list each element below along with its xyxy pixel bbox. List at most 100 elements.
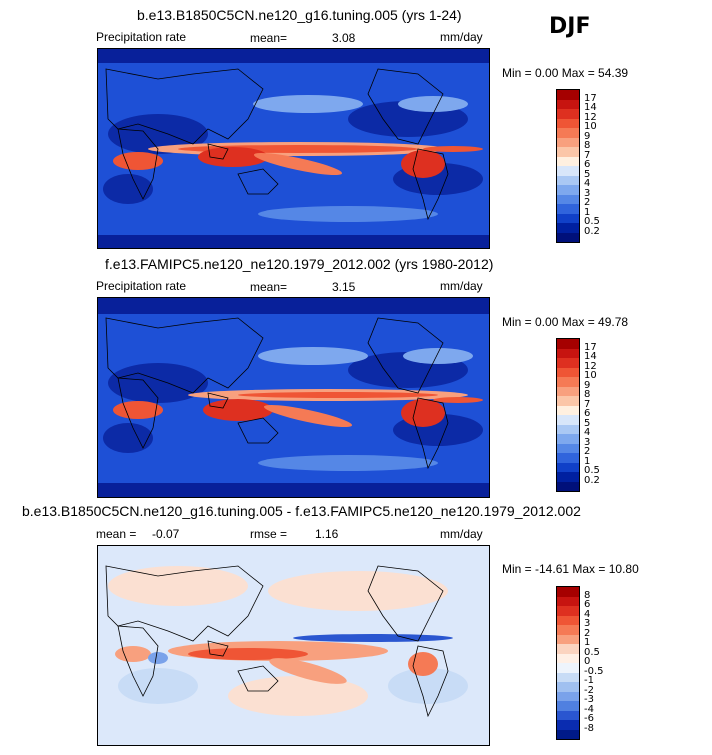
colorbar-swatch [557,625,579,635]
colorbar-swatch [557,109,579,119]
colorbar-swatch [557,99,579,109]
colorbar-swatch [557,156,579,166]
colorbar-swatch [557,377,579,387]
colorbar-swatch [557,424,579,434]
colorbar-tick-label: 9 [584,130,591,142]
colorbar-swatch [557,606,579,616]
colorbar-swatch [557,185,579,195]
colorbar-swatch [557,682,579,692]
panel1-minmax: Min = 0.00 Max = 54.39 [502,66,629,80]
colorbar-swatch [557,701,579,711]
panel3-map-svg [98,546,489,745]
colorbar-swatch [557,367,579,377]
panel3-map [97,545,490,746]
panel2-map-svg [98,298,489,497]
panel2-map [97,297,490,498]
colorbar-tick-label: -3 [584,694,594,705]
panel3-rmse-label: rmse = [250,527,288,541]
colorbar-swatch [557,396,579,406]
colorbar-tick-label: 8 [584,389,591,400]
colorbar-swatch [557,204,579,214]
colorbar-tick-label: 12 [584,111,597,123]
panel1-mean-label: mean= [250,31,288,45]
colorbar-tick-label: 4 [584,427,591,438]
colorbar-tick-label: 2 [584,627,591,639]
colorbar-tick-label: 0.5 [584,646,600,658]
colorbar-tick-label: 6 [584,408,591,419]
colorbar-swatch [557,386,579,396]
colorbar-tick-label: 17 [584,341,597,353]
panel3-units: mm/day [440,527,483,541]
panel1-colorbar [556,89,580,243]
colorbar-swatch [557,415,579,425]
panel1-map [97,48,490,249]
colorbar-tick-label: 6 [584,599,591,610]
panel3-mean-value: -0.07 [152,527,180,541]
panel1-map-svg [98,49,489,248]
colorbar-tick-label: 0 [584,656,591,667]
colorbar-swatch [557,453,579,463]
colorbar-swatch [557,339,579,349]
colorbar-tick-label: -6 [584,713,594,724]
panel3-rmse-value: 1.16 [315,527,339,541]
colorbar-tick-label: 12 [584,360,597,372]
colorbar-swatch [557,147,579,157]
colorbar-swatch [557,90,579,100]
panel2-variable-label: Precipitation rate [96,279,187,293]
colorbar-swatch [557,405,579,415]
colorbar-tick-label: 10 [584,121,597,132]
colorbar-tick-label: 0.5 [584,216,600,227]
colorbar-swatch [557,587,579,597]
colorbar-swatch [557,720,579,730]
panel2-mean-value: 3.15 [332,280,356,294]
colorbar-tick-label: 4 [584,608,591,620]
panel3-colorbar [556,586,580,740]
colorbar-tick-label: 0.2 [584,474,600,486]
colorbar-swatch [557,443,579,453]
colorbar-tick-label: 14 [584,351,597,362]
colorbar-tick-label: 1 [584,455,591,467]
colorbar-tick-label: 10 [584,370,597,381]
colorbar-tick-label: 3 [584,187,591,199]
colorbar-tick-label: 1 [584,637,591,648]
panel1-variable-label: Precipitation rate [96,30,187,44]
colorbar-tick-label: 1 [584,206,591,218]
colorbar-swatch [557,672,579,682]
colorbar-swatch [557,175,579,185]
panel2-mean-label: mean= [250,280,288,294]
colorbar-tick-label: 5 [584,417,591,429]
colorbar-tick-label: -1 [584,675,594,686]
colorbar-tick-label: 3 [584,618,591,629]
colorbar-tick-label: -4 [584,703,594,715]
colorbar-tick-label: 6 [584,159,591,170]
colorbar-swatch [557,232,579,242]
colorbar-swatch [557,223,579,233]
colorbar-swatch [557,663,579,673]
colorbar-swatch [557,462,579,472]
colorbar-tick-label: 8 [584,140,591,151]
colorbar-tick-label: 2 [584,446,591,457]
colorbar-swatch [557,615,579,625]
colorbar-tick-label: -8 [584,722,594,734]
season-label: DJF [549,14,591,39]
colorbar-swatch [557,128,579,138]
colorbar-tick-label: 3 [584,436,591,448]
colorbar-swatch [557,358,579,368]
colorbar-tick-label: -2 [584,684,594,696]
colorbar-swatch [557,653,579,663]
colorbar-swatch [557,166,579,176]
colorbar-swatch [557,137,579,147]
colorbar-tick-label: 8 [584,589,591,601]
panel3-title: b.e13.B1850C5CN.ne120_g16.tuning.005 - f… [22,503,581,519]
colorbar-swatch [557,434,579,444]
colorbar-tick-label: 9 [584,379,591,391]
colorbar-tick-label: 14 [584,102,597,113]
colorbar-swatch [557,710,579,720]
colorbar-swatch [557,644,579,654]
panel2-colorbar [556,338,580,492]
colorbar-tick-label: 0.2 [584,225,600,237]
colorbar-swatch [557,481,579,491]
panel2-units: mm/day [440,279,483,293]
colorbar-swatch [557,472,579,482]
panel1-mean-value: 3.08 [332,31,356,45]
